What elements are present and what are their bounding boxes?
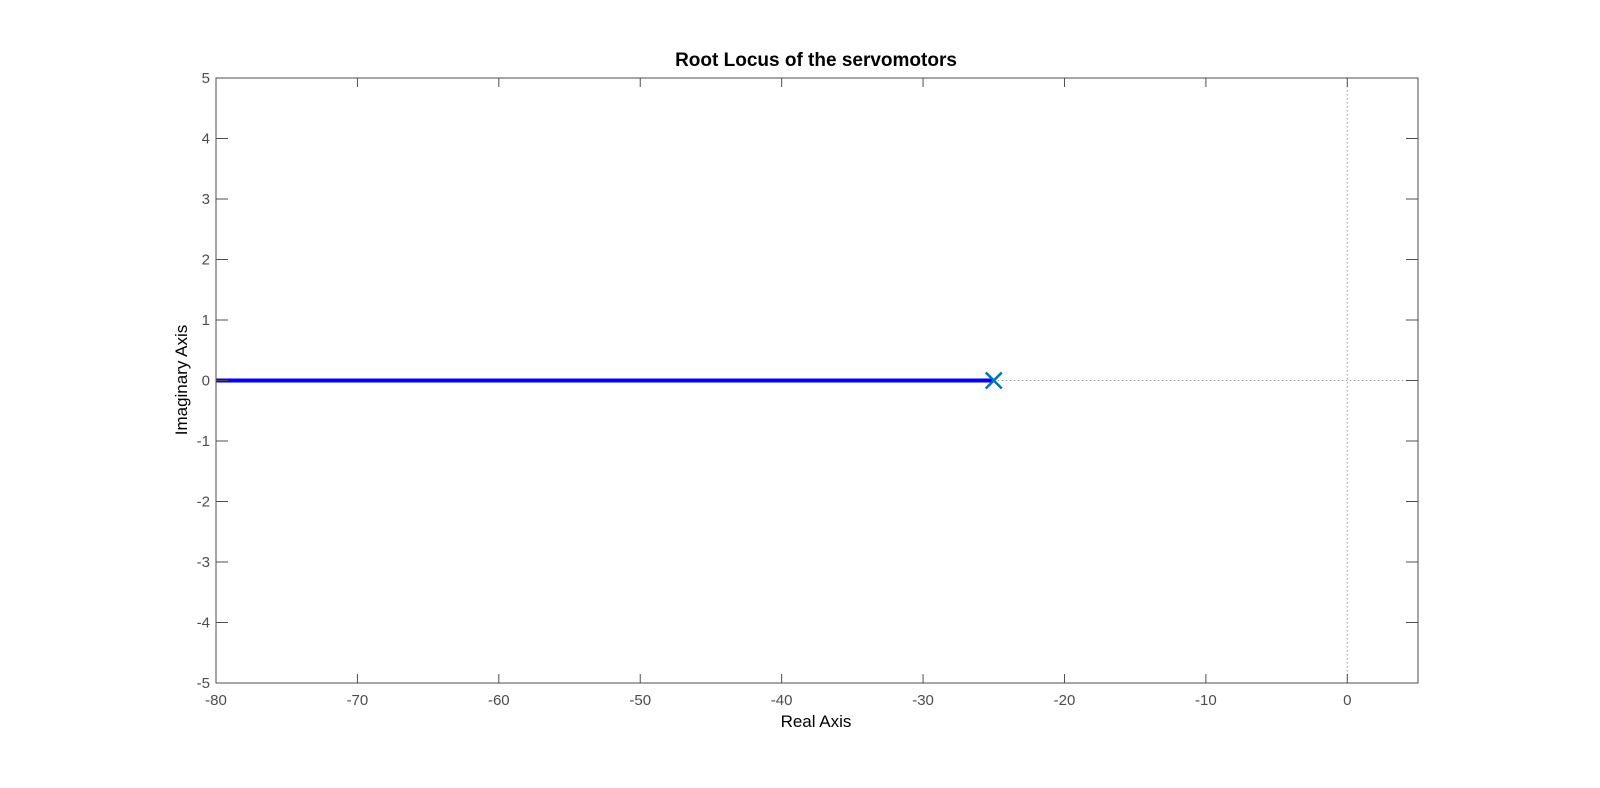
y-tick-label: -4 xyxy=(197,615,210,632)
pole-marker xyxy=(984,371,1003,390)
x-tick-label: -10 xyxy=(1195,692,1217,709)
y-ticks: -5 -4 -3 -2 -1 0 1 2 3 4 5 xyxy=(197,70,1418,692)
y-tick-label: 3 xyxy=(202,191,210,208)
x-tick-label: 0 xyxy=(1343,692,1351,709)
chart-title: Root Locus of the servomotors xyxy=(675,50,957,71)
x-ticks: -80 -70 -60 -50 -40 -30 -20 -10 0 xyxy=(205,78,1351,709)
y-tick-label: -3 xyxy=(197,554,210,571)
reference-lines xyxy=(993,78,1418,683)
x-tick-label: -30 xyxy=(912,692,934,709)
x-tick-label: -70 xyxy=(347,692,369,709)
x-axis-label: Real Axis xyxy=(781,712,852,731)
x-tick-label: -50 xyxy=(629,692,651,709)
x-tick-label: -80 xyxy=(205,692,227,709)
x-tick-label: -60 xyxy=(488,692,510,709)
y-axis-label: Imaginary Axis xyxy=(172,325,191,436)
pole-markers xyxy=(984,371,1003,390)
x-tick-label: -20 xyxy=(1054,692,1076,709)
y-tick-label: 1 xyxy=(202,312,210,329)
x-tick-label: -40 xyxy=(771,692,793,709)
y-tick-label: -2 xyxy=(197,494,210,511)
y-tick-label: -5 xyxy=(197,675,210,692)
y-tick-label: 2 xyxy=(202,252,210,269)
y-tick-label: 0 xyxy=(202,373,210,390)
y-tick-label: 4 xyxy=(202,131,210,148)
y-tick-label: 5 xyxy=(202,70,210,87)
y-tick-label: -1 xyxy=(197,433,210,450)
